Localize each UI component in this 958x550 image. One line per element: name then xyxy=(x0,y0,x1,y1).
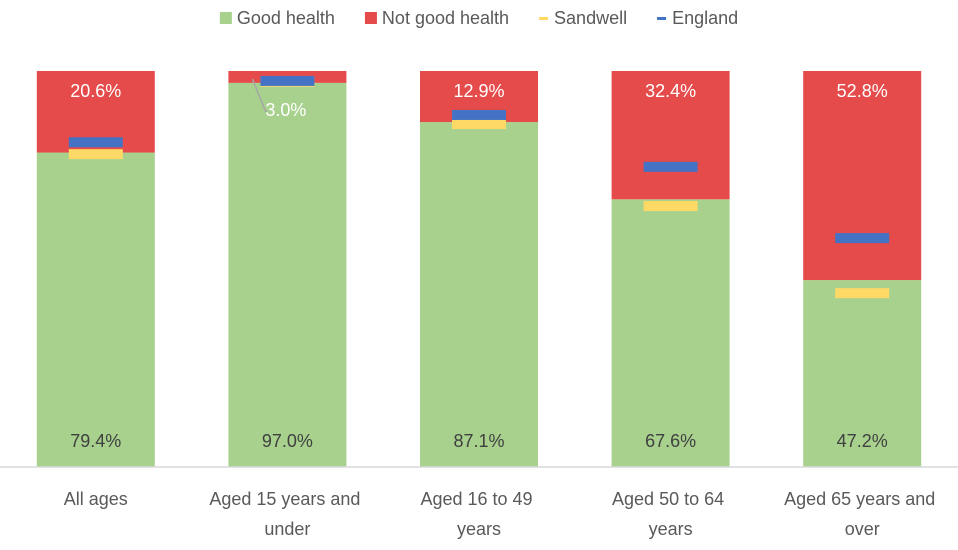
data-label: 32.4% xyxy=(645,81,696,101)
marker xyxy=(452,109,506,120)
bar-segment xyxy=(611,71,730,200)
data-label: 87.1% xyxy=(453,431,504,451)
legend-label: Not good health xyxy=(382,8,509,28)
legend-symbol xyxy=(364,12,377,24)
data-label: 52.8% xyxy=(837,81,888,101)
data-label: 97.0% xyxy=(262,431,313,451)
marker xyxy=(835,288,890,299)
data-label: 12.9% xyxy=(453,81,504,101)
x-tick-line: over xyxy=(845,519,880,539)
x-tick-label: Aged 65 years and over xyxy=(784,489,940,539)
marker xyxy=(643,161,698,172)
x-tick-line: Aged 50 to 64 xyxy=(612,489,729,509)
legend-symbol xyxy=(539,17,549,20)
x-tick-label: All ages xyxy=(64,489,128,509)
x-tick-line: years xyxy=(457,519,501,539)
data-label: 47.2% xyxy=(837,431,888,451)
x-tick-line: Aged 16 to 49 xyxy=(420,489,537,509)
legend-symbol xyxy=(219,12,232,24)
marker xyxy=(835,233,890,244)
data-label: 67.6% xyxy=(645,431,696,451)
data-label: 20.6% xyxy=(70,81,121,101)
legend-label: Sandwell xyxy=(554,8,627,28)
legend-label: England xyxy=(672,8,738,28)
legend: Good health Not good health Sandwell Englan… xyxy=(219,8,738,28)
bar-segment xyxy=(36,152,155,468)
x-tick-line: Aged 65 years and xyxy=(784,489,940,509)
bar-segment xyxy=(803,71,922,281)
bar-segment xyxy=(420,122,538,468)
marker xyxy=(643,201,698,212)
marker xyxy=(68,149,123,160)
bar-segment xyxy=(611,199,730,467)
x-tick-label: Aged 15 years and under xyxy=(209,489,365,539)
legend-symbol xyxy=(657,17,667,20)
leader-line xyxy=(251,78,268,112)
marker xyxy=(260,75,315,86)
legend-label: Good health xyxy=(237,8,335,28)
marker xyxy=(68,137,123,148)
x-tick-line: under xyxy=(264,519,310,539)
marker xyxy=(452,119,506,130)
x-tick-line: Aged 15 years and xyxy=(209,489,365,509)
bar-segment xyxy=(228,82,347,467)
data-label: 3.0% xyxy=(265,100,306,120)
x-tick-line: years xyxy=(649,519,693,539)
bar-segment xyxy=(803,280,922,467)
x-tick-label: Aged 16 to 49 years xyxy=(420,489,537,539)
data-label: 79.4% xyxy=(70,431,121,451)
x-tick-label: Aged 50 to 64 years xyxy=(612,489,729,539)
